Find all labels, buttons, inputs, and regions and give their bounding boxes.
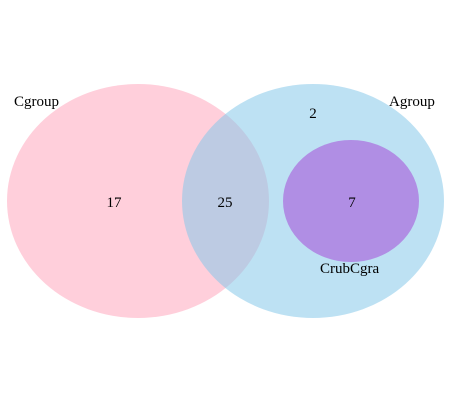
cgroup-agroup-overlap-count: 25 (218, 195, 233, 211)
agroup-only-count: 2 (309, 106, 317, 122)
cgroup-label: Cgroup (14, 94, 59, 110)
agroup-label: Agroup (389, 94, 435, 110)
cgroup-only-count: 17 (107, 195, 123, 211)
crubcgra-count: 7 (348, 195, 356, 211)
crubcgra-label: CrubCgra (320, 261, 380, 277)
crubcgra-ellipse (283, 140, 419, 262)
